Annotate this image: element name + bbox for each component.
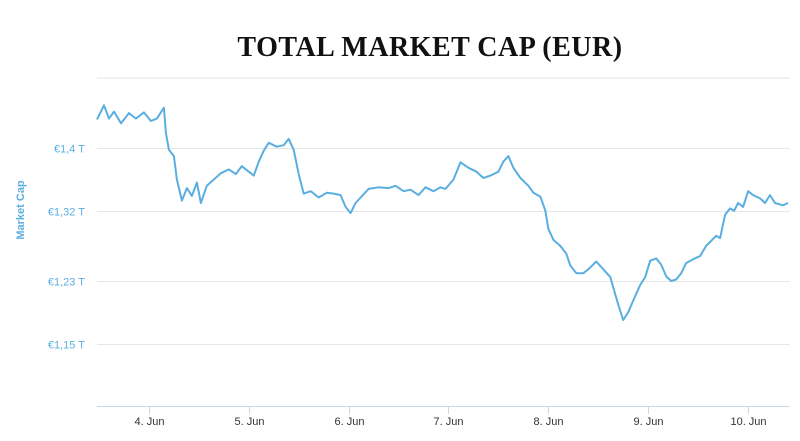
y-tick-label: €1,32 T [48, 207, 85, 219]
series-layer [96, 104, 789, 322]
y-tick-label: €1,15 T [48, 340, 85, 352]
x-tick-label: 4. Jun [135, 416, 165, 428]
chart-title: TOTAL MARKET CAP (EUR) [237, 32, 623, 63]
x-tick-label: 5. Jun [235, 416, 265, 428]
x-axis-ticks: 4. Jun 5. Jun 6. Jun 7. Jun 8. Jun 9. Jun 10. … [135, 406, 767, 428]
x-tick-label: 6. Jun [335, 416, 365, 428]
y-axis-ticks: €1,15 T €1,23 T €1,32 T €1,4 T [48, 144, 85, 352]
market-cap-series-line [96, 104, 789, 322]
x-tick-label: 9. Jun [634, 416, 664, 428]
x-tick-label: 7. Jun [434, 416, 464, 428]
y-axis-label: Market Cap [15, 180, 27, 240]
y-tick-label: €1,23 T [48, 277, 85, 289]
x-tick-label: 8. Jun [534, 416, 564, 428]
x-tick-label: 10. Jun [730, 416, 766, 428]
y-tick-label: €1,4 T [54, 144, 85, 156]
grid-lines [97, 77, 790, 345]
